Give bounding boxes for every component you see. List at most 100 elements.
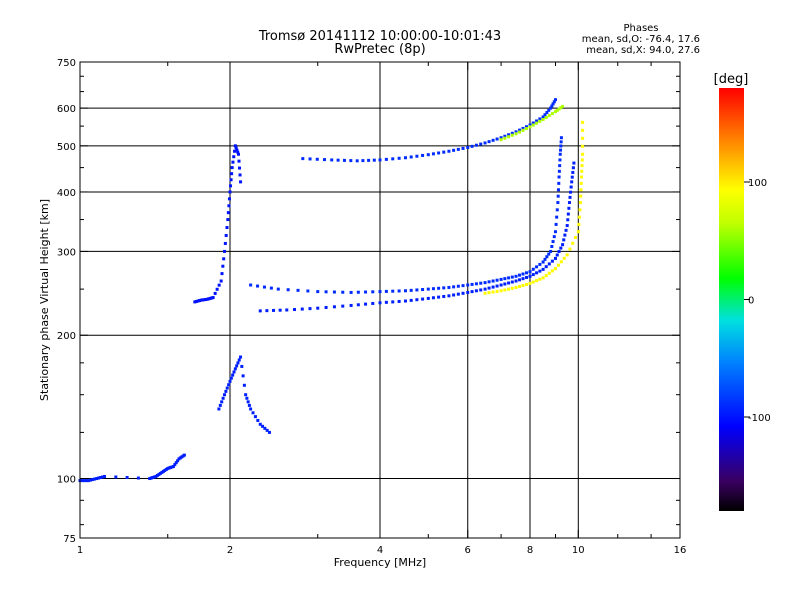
data-point <box>204 297 208 301</box>
data-point <box>564 228 568 232</box>
data-point <box>202 298 206 302</box>
data-point <box>421 288 425 292</box>
data-point <box>103 474 107 478</box>
data-point <box>466 145 470 149</box>
data-point <box>558 164 562 168</box>
data-point <box>239 355 243 359</box>
data-point <box>483 281 487 285</box>
y-tick-label: 100 <box>57 475 76 486</box>
data-point <box>518 130 522 134</box>
data-point <box>543 113 547 117</box>
data-point <box>301 157 305 161</box>
data-point <box>421 297 425 301</box>
data-point <box>316 290 320 294</box>
data-point <box>559 106 563 110</box>
stats-x: mean, sd,X: 94.0, 27.6 <box>586 45 700 56</box>
data-point <box>236 150 240 154</box>
data-point <box>262 285 266 289</box>
data-point <box>557 169 561 173</box>
data-point <box>514 130 518 134</box>
data-point <box>466 283 470 287</box>
data-point <box>224 389 228 393</box>
data-point <box>452 293 456 297</box>
data-point <box>466 290 470 294</box>
data-point <box>470 144 474 148</box>
data-point <box>452 148 456 152</box>
data-point <box>541 267 545 271</box>
data-point <box>550 244 554 248</box>
series <box>258 161 576 313</box>
data-point <box>528 281 532 285</box>
chart-title: Tromsø 20141112 10:00:00-10:01:43 <box>258 29 501 44</box>
data-point <box>372 158 376 162</box>
data-point <box>223 241 227 245</box>
colorbar-tick-label: -100 <box>748 413 771 424</box>
data-point <box>258 422 262 426</box>
data-point <box>543 257 547 261</box>
data-point <box>578 208 582 212</box>
data-point <box>194 299 198 303</box>
data-point <box>538 119 542 123</box>
data-point <box>487 286 491 290</box>
data-point <box>415 288 419 292</box>
data-point <box>503 282 507 286</box>
x-tick-label: 6 <box>465 545 471 556</box>
data-point <box>556 194 560 198</box>
data-point <box>114 475 118 479</box>
data-point <box>550 104 554 108</box>
data-point <box>487 291 491 295</box>
series <box>249 136 563 294</box>
data-point <box>491 138 495 142</box>
data-point <box>553 230 557 234</box>
data-point <box>89 478 93 482</box>
data-point <box>378 290 382 294</box>
data-point <box>507 287 511 291</box>
data-point <box>409 288 413 292</box>
data-point <box>578 201 582 205</box>
data-point <box>253 415 257 419</box>
data-point <box>447 149 451 153</box>
data-point <box>518 278 522 282</box>
data-point <box>447 285 451 289</box>
data-point <box>384 289 388 293</box>
data-point <box>570 175 574 179</box>
data-point <box>231 373 235 377</box>
data-point <box>342 158 346 162</box>
data-point <box>173 463 177 467</box>
data-point <box>553 267 557 271</box>
data-point <box>552 235 556 239</box>
data-point <box>483 141 487 145</box>
data-point <box>151 476 155 480</box>
data-point <box>364 302 368 306</box>
data-point <box>535 119 539 123</box>
data-point <box>217 407 221 411</box>
data-point <box>355 159 359 163</box>
data-point <box>341 290 345 294</box>
data-point <box>397 156 401 160</box>
data-point <box>456 284 460 288</box>
data-point <box>244 393 248 397</box>
data-point <box>391 289 395 293</box>
data-point <box>510 286 514 290</box>
data-point <box>95 477 99 481</box>
data-point <box>251 411 255 415</box>
data-point <box>265 428 269 432</box>
x-tick-label: 10 <box>572 545 585 556</box>
data-point <box>572 161 576 165</box>
data-point <box>265 309 269 313</box>
data-point <box>538 262 542 266</box>
data-point <box>148 477 152 481</box>
data-point <box>227 204 231 208</box>
data-point <box>199 298 203 302</box>
data-point <box>198 299 202 303</box>
data-point <box>571 166 575 170</box>
series <box>499 104 565 142</box>
data-point <box>230 172 234 176</box>
data-point <box>559 246 563 250</box>
y-tick-label: 75 <box>63 534 76 545</box>
data-point <box>544 265 548 269</box>
data-point <box>300 307 304 311</box>
data-point <box>384 300 388 304</box>
data-point <box>225 386 229 390</box>
data-point <box>136 476 140 480</box>
